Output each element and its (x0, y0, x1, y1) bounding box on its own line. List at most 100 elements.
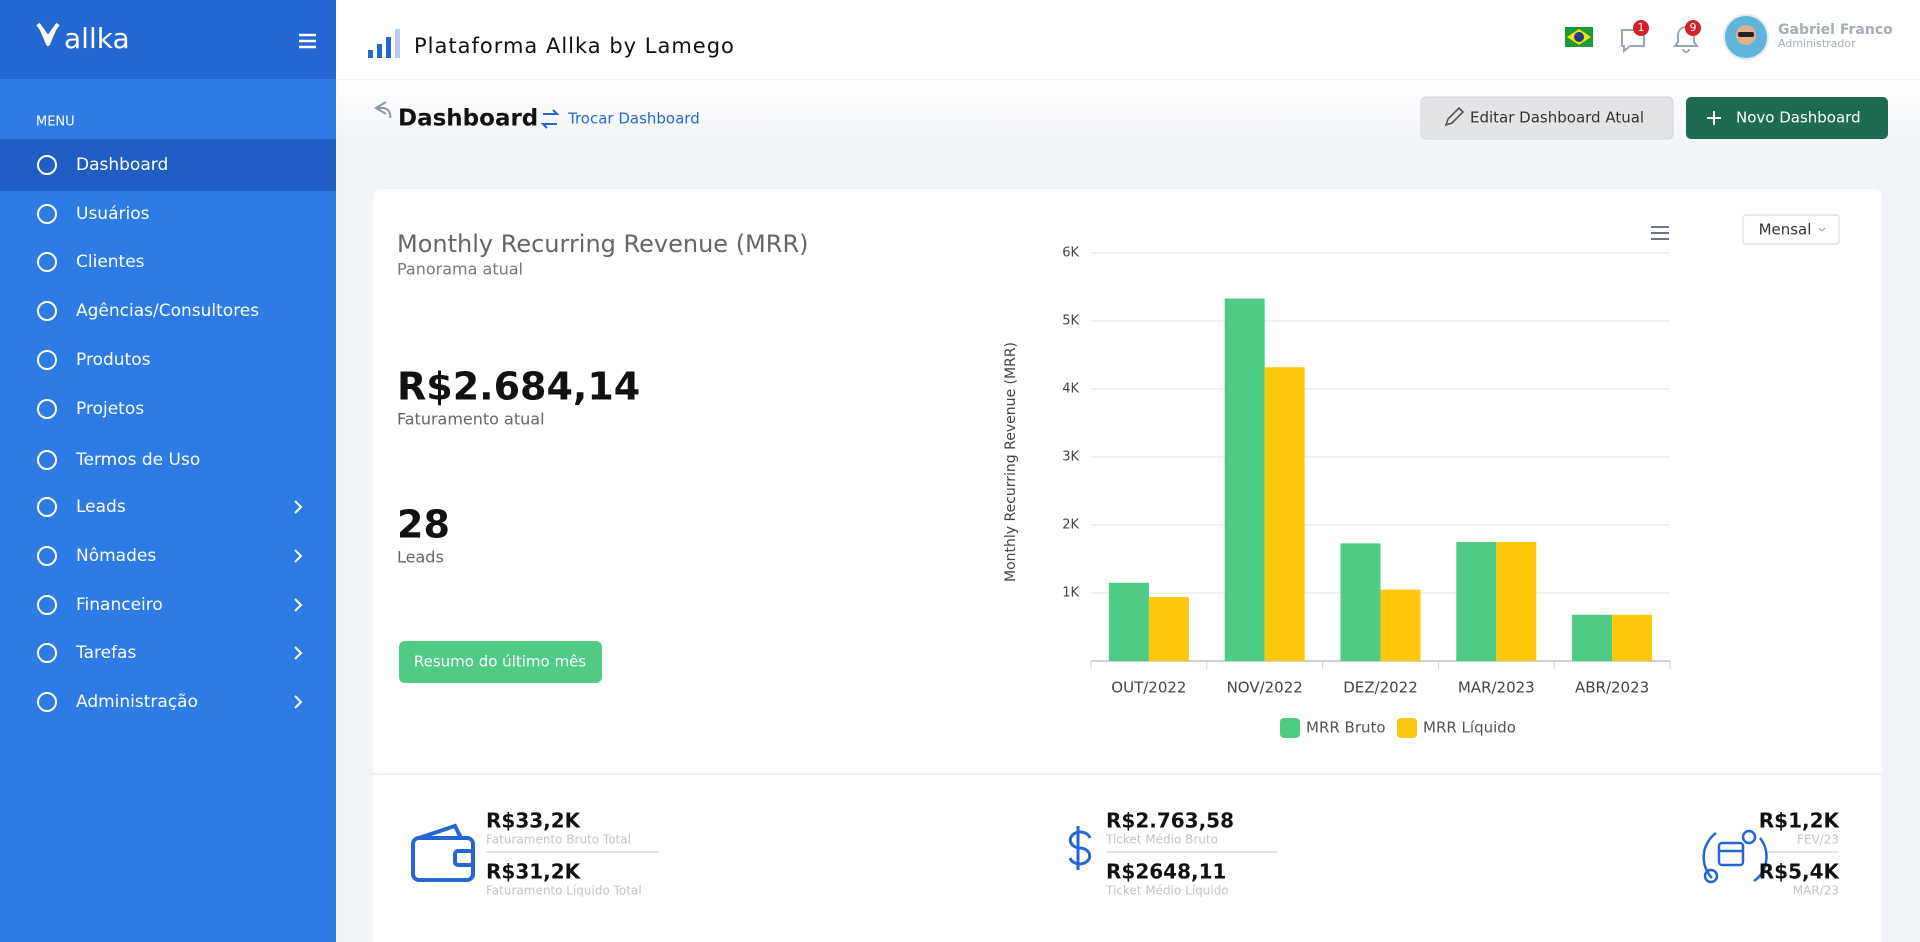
period-select[interactable] (1742, 214, 1840, 245)
menu-toggle[interactable] (299, 33, 316, 49)
sidebar-menu: Dashboard Usuários Clientes Agências/Consul… (0, 139, 336, 712)
mrr-card (373, 189, 1882, 942)
menu-item-label[interactable]: Projetos (76, 399, 144, 419)
x-tick-label: MAR/2023 (1458, 679, 1535, 697)
stat-label: Ticket Médio Líquido (1105, 884, 1229, 898)
bar (1108, 582, 1149, 661)
language-flag[interactable] (1565, 27, 1593, 47)
toolbar-title: Dashboard (398, 106, 538, 132)
menu-item-icon (37, 643, 57, 663)
menu-item-label[interactable]: Tarefas (75, 643, 136, 663)
bar (1456, 542, 1497, 661)
dollar-icon (1068, 826, 1092, 870)
menu-item-label[interactable]: Financeiro (76, 595, 163, 615)
brand-logo-icon (36, 22, 60, 46)
bar (1340, 543, 1381, 661)
y-tick-label: 6K (1062, 246, 1079, 261)
menu-item-icon (37, 204, 57, 224)
wallet-icon (411, 823, 475, 882)
stat-label: FEV/23 (1797, 833, 1839, 847)
menu-item-chevron (294, 500, 303, 514)
menu-item-label[interactable]: Produtos (76, 350, 151, 370)
y-axis-title: Monthly Recurring Revenue (MRR) (1003, 342, 1019, 582)
header-title: Plataforma Allka by Lamego (414, 34, 735, 58)
chart-menu[interactable] (1651, 226, 1669, 240)
menu-item-icon (37, 301, 57, 321)
menu-item-chevron (294, 695, 303, 709)
notifications-badge-bg (1685, 20, 1701, 36)
mrr-title: Monthly Recurring Revenue (MRR) (397, 230, 808, 258)
bar (1380, 589, 1421, 661)
chart: 1K 2K 3K 4K 5K 6K OUT/2022 NOV/2022 DEZ/2022 MAR/… (1062, 246, 1671, 738)
stat-value: R$1,2K (1759, 809, 1841, 833)
menu-item-label[interactable]: Termos de Uso (75, 450, 200, 470)
back-icon[interactable] (374, 101, 392, 119)
mrr-subtitle: Panorama atual (397, 260, 523, 279)
legend-swatch[interactable] (1280, 718, 1300, 738)
menu-item-chevron (294, 646, 303, 660)
menu-item-icon (37, 692, 57, 712)
menu-item-label[interactable]: Nômades (76, 546, 156, 566)
menu-item-icon (37, 595, 57, 615)
switch-dashboard-link[interactable]: Trocar Dashboard (567, 110, 700, 128)
bar (1264, 367, 1305, 661)
legend-label[interactable]: MRR Líquido (1423, 719, 1516, 737)
legend-swatch[interactable] (1397, 718, 1417, 738)
bar (1224, 298, 1265, 661)
edit-icon (1444, 106, 1465, 127)
new-dashboard-label: Novo Dashboard (1736, 109, 1861, 127)
stat-label: Faturamento Líquido Total (486, 884, 642, 898)
menu-label: MENU (36, 115, 75, 130)
leads-value: 28 (397, 503, 450, 547)
x-tick-label: NOV/2022 (1227, 679, 1303, 697)
stat-value: R$31,2K (486, 860, 582, 884)
last-month-summary-button[interactable] (399, 641, 602, 683)
stat-value: R$2648,11 (1106, 860, 1226, 884)
revenue-value: R$2.684,14 (397, 365, 640, 409)
y-tick-label: 3K (1062, 450, 1079, 465)
leads-label: Leads (397, 548, 444, 567)
y-tick-label: 5K (1062, 314, 1079, 329)
stat-value: R$33,2K (486, 809, 582, 833)
messages-badge: 1 (1638, 21, 1645, 34)
y-tick-label: 4K (1062, 382, 1079, 397)
stat-value: R$2.763,58 (1106, 809, 1234, 833)
period-select-value: Mensal (1759, 221, 1812, 239)
period-select-caret (1818, 227, 1826, 232)
calendar-cycle-icon (1702, 829, 1768, 884)
stat-label: MAR/23 (1793, 884, 1839, 898)
menu-item-chevron (294, 598, 303, 612)
avatar-glasses (1738, 32, 1754, 37)
menu-item-label[interactable]: Usuários (76, 204, 150, 224)
menu-item-label[interactable]: Leads (76, 497, 126, 517)
menu-item-label[interactable]: Dashboard (76, 155, 168, 175)
menu-item-label[interactable]: Agências/Consultores (76, 301, 259, 321)
new-dashboard-button[interactable] (1686, 97, 1888, 139)
edit-dashboard-label: Editar Dashboard Atual (1470, 109, 1644, 127)
header-logo (368, 29, 400, 58)
x-tick-label: OUT/2022 (1111, 679, 1186, 697)
stat-value: R$5,4K (1759, 860, 1841, 884)
legend-label[interactable]: MRR Bruto (1306, 719, 1386, 737)
menu-item-icon (37, 546, 57, 566)
revenue-label: Faturamento atual (397, 410, 545, 429)
last-month-summary-label: Resumo do último mês (414, 653, 586, 671)
menu-item-icon (37, 399, 57, 419)
menu-item-chevron (294, 549, 303, 563)
menu-item-icon (37, 252, 57, 272)
user-name: Gabriel Franco (1778, 22, 1893, 38)
bar (1148, 597, 1189, 661)
menu-item-icon (37, 450, 57, 470)
edit-dashboard-button[interactable] (1420, 96, 1674, 140)
brand-name: allka (64, 22, 130, 55)
menu-item-label[interactable]: Administração (76, 692, 198, 712)
menu-item-label[interactable]: Clientes (76, 252, 145, 272)
sidebar-brand-bar (0, 0, 336, 79)
plus-icon (1707, 111, 1721, 125)
x-tick-label: ABR/2023 (1575, 679, 1649, 697)
menu-item-icon (37, 497, 57, 517)
header (336, 0, 1920, 79)
